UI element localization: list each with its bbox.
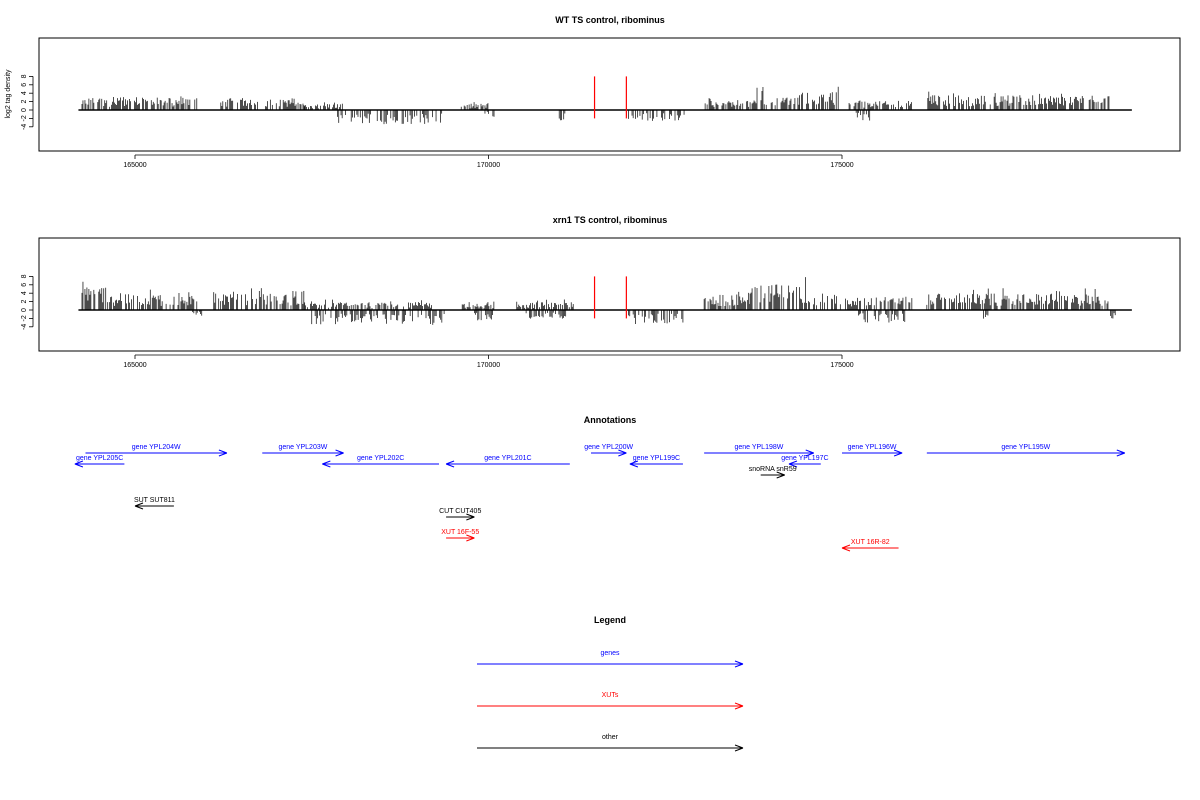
feature-arrow-head [788,460,798,465]
feature-arrow-head [335,452,344,457]
feature-arrow-head [134,502,144,507]
feature-label: SUT SUT811 [134,497,175,504]
feature-label: gene YPL204W [132,444,181,451]
feature-arrow-head [466,516,475,521]
feature-label: gene YPL198W [734,444,783,451]
plot-frame [38,237,1181,352]
feature-arrow-head [805,449,814,454]
feature-arrow-head [134,505,144,510]
y-axis-label: log2 tag density [5,69,12,119]
legend-arrow-head [734,663,744,668]
feature-label: gene YPL195W [1001,444,1050,451]
y-tick-label: 6 [21,83,28,87]
marker-lines [593,276,627,319]
feature-label: gene YPL202C [357,455,404,462]
y-tick-label: 8 [21,274,28,278]
feature-arrow-head [335,449,344,454]
feature-arrows: gene YPL205C gene YPL204W gene YPL203W gene… [74,444,1125,552]
panel-wt: WT TS control, ribominus log2 tag densit… [5,15,1181,169]
y-tick-label: -4 [21,124,28,130]
y-tick-label: 2 [21,100,28,104]
feature-arrow-head [218,452,228,457]
feature-arrow-head [74,463,84,468]
feature-label: gene YPL205C [76,455,123,462]
feature-arrow-head [893,449,903,454]
feature-arrow-head [776,471,785,476]
feature-label: CUT CUT405 [439,508,481,515]
bar-series [78,277,1132,325]
feature-arrow-head [466,513,475,518]
legend-arrow-head [734,705,744,710]
feature-arrow-head [841,547,851,552]
legend-label: other [602,734,619,741]
feature-arrow-head [322,463,331,468]
y-tick-label: 2 [21,300,28,304]
y-tick-label: 4 [21,291,28,295]
feature-arrow-head [776,474,785,479]
feature-label: gene YPL197C [781,455,828,462]
bar-series [78,86,1132,125]
legend-arrow-head [734,744,744,749]
feature-arrow-head [841,544,851,549]
y-tick-label: 0 [21,308,28,312]
feature-arrow-head [629,460,639,465]
feature-arrow-head [218,449,228,454]
chart-title: WT TS control, ribominus [555,15,665,25]
legend-arrow-head [734,702,744,707]
y-tick-label: -2 [21,315,28,321]
feature-arrow-head [893,452,903,457]
feature-arrow-head [805,452,814,457]
legend-label: genes [600,650,620,657]
feature-label: XUT 16F-55 [441,529,479,536]
feature-arrow-head [618,452,627,457]
feature-arrow-head [322,460,331,465]
feature-arrow-head [466,537,475,542]
marker-lines [593,76,627,119]
y-axis: -4 -2 0 2 4 6 8 [21,74,34,130]
x-tick-label: 175000 [830,162,853,169]
chart-title: xrn1 TS control, ribominus [553,215,668,225]
x-tick-label: 170000 [477,162,500,169]
legend: Legend genes XUTs other [477,615,744,752]
feature-label: gene YPL200W [584,444,633,451]
y-tick-label: 0 [21,108,28,112]
feature-label: gene YPL199C [633,455,680,462]
feature-label: gene YPL203W [278,444,327,451]
y-axis: -4 -2 0 2 4 6 8 [21,274,34,330]
y-tick-label: 6 [21,283,28,287]
x-axis: 165000 170000 175000 [123,154,854,169]
feature-arrow-head [1116,452,1125,457]
x-tick-label: 165000 [123,162,146,169]
legend-arrow-head [734,747,744,752]
y-tick-label: -4 [21,324,28,330]
x-axis: 165000 170000 175000 [123,354,854,369]
y-tick-label: 8 [21,74,28,78]
y-tick-label: -2 [21,115,28,121]
y-tick-label: 4 [21,91,28,95]
legend-items: genes XUTs other [477,650,744,752]
x-tick-label: 170000 [477,362,500,369]
x-tick-label: 165000 [123,362,146,369]
feature-label: XUT 16R-82 [851,539,890,546]
feature-arrow-head [445,460,455,465]
legend-arrow-head [734,660,744,665]
x-tick-label: 175000 [830,362,853,369]
feature-arrow-head [445,463,455,468]
feature-arrow-head [466,534,475,539]
feature-arrow-head [1116,449,1125,454]
legend-title: Legend [594,615,626,625]
feature-label: gene YPL196W [848,444,897,451]
feature-arrow-head [618,449,627,454]
annotations-title: Annotations [584,415,637,425]
panel-xrn1: xrn1 TS control, ribominus -4 -2 0 2 4 6 8 165… [21,215,1181,369]
feature-arrow-head [74,460,84,465]
feature-arrow-head [629,463,639,468]
feature-label: snoRNA snR59 [749,466,797,473]
plot-frame [38,37,1181,152]
feature-arrow-head [788,463,798,468]
legend-label: XUTs [602,692,619,699]
feature-label: gene YPL201C [484,455,531,462]
